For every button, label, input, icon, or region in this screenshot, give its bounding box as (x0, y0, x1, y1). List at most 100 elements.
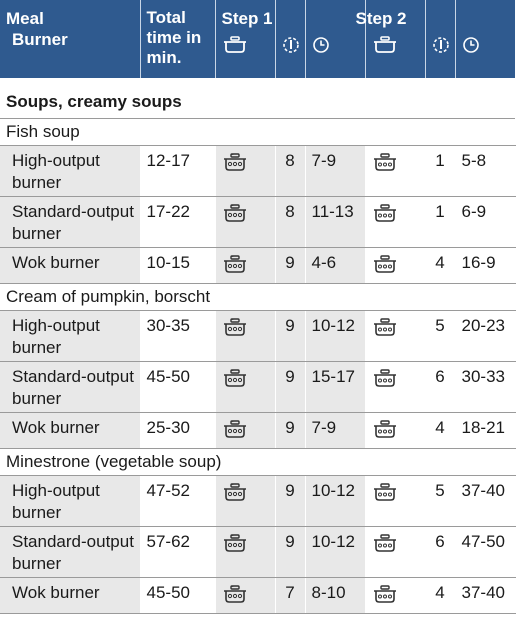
step1-pot-cell (215, 247, 276, 284)
pot-with-lid-icon (222, 585, 275, 611)
step1-time: 10-12 (305, 475, 366, 527)
pot-with-lid-icon (372, 318, 425, 344)
group-row: Minestrone (vegetable soup) (0, 448, 515, 476)
section-title: Soups, creamy soups (0, 78, 515, 119)
header-total-time-label: Total time in min. (146, 8, 202, 67)
step1-power-level: 7 (275, 577, 306, 614)
step2-pot-cell (365, 196, 426, 248)
group-row: Fish soup (0, 118, 515, 146)
header-step2-label: Step 2 (355, 9, 407, 28)
step1-time: 7-9 (305, 412, 366, 449)
step2-power-level: 1 (425, 196, 456, 248)
pot-with-lid-icon (372, 204, 425, 230)
table-row: Wok burner 10-15 9 4-6 4 16-9 (0, 247, 516, 284)
step2-pot-cell (365, 145, 426, 197)
table-row: High-output burner 47-52 9 10-12 5 37-40 (0, 475, 516, 527)
step1-time: 15-17 (305, 361, 366, 413)
step1-power-level: 9 (275, 412, 306, 449)
pot-with-lid-icon (222, 255, 275, 281)
pot-with-lid-icon (372, 255, 425, 281)
pot-icon (372, 36, 398, 54)
step2-power-level: 4 (425, 247, 456, 284)
table-row: High-output burner 30-35 9 10-12 5 20-23 (0, 310, 516, 362)
step2-time: 16-9 (455, 247, 516, 284)
pot-with-lid-icon (222, 369, 275, 395)
step2-pot-cell (365, 475, 426, 527)
table-header-row: Meal Burner Total time in min. Step 1 (0, 0, 515, 78)
total-time: 47-52 (140, 475, 216, 527)
pot-with-lid-icon (372, 585, 425, 611)
burner-name: High-output burner (0, 310, 141, 362)
step2-power-level: 6 (425, 361, 456, 413)
burner-name: Wok burner (0, 247, 141, 284)
table-row: Standard-output burner 17-22 8 11-13 1 6-9 (0, 196, 516, 248)
total-time: 57-62 (140, 526, 216, 578)
step1-power-level: 9 (275, 310, 306, 362)
header-step1-label: Step 1 (221, 9, 273, 28)
step1-pot-cell (215, 475, 276, 527)
step2-power-level: 5 (425, 475, 456, 527)
pot-with-lid-icon (372, 483, 425, 509)
step1-pot-cell (215, 310, 276, 362)
step1-power-level: 9 (275, 526, 306, 578)
step2-power-level: 1 (425, 145, 456, 197)
group-name: Fish soup (0, 118, 515, 146)
total-time: 12-17 (140, 145, 216, 197)
step1-pot-cell (215, 577, 276, 614)
step2-time: 37-40 (455, 475, 516, 527)
header-step1-time (305, 0, 366, 78)
pot-with-lid-icon (372, 420, 425, 446)
total-time: 30-35 (140, 310, 216, 362)
group-row: Cream of pumpkin, borscht (0, 283, 515, 311)
step1-time: 10-12 (305, 526, 366, 578)
step1-time: 11-13 (305, 196, 366, 248)
burner-name: Wok burner (0, 577, 141, 614)
step1-time: 7-9 (305, 145, 366, 197)
header-meal: Meal (6, 9, 44, 28)
total-time: 17-22 (140, 196, 216, 248)
pot-icon (222, 36, 248, 54)
burner-name: Standard-output burner (0, 361, 141, 413)
header-step1-pot: Step 1 (215, 0, 276, 78)
step2-time: 6-9 (455, 196, 516, 248)
section-row: Soups, creamy soups (0, 78, 515, 119)
header-step2-time (455, 0, 515, 78)
burner-name: Wok burner (0, 412, 141, 449)
total-time: 25-30 (140, 412, 216, 449)
step2-power-level: 5 (425, 310, 456, 362)
total-time: 45-50 (140, 361, 216, 413)
header-step2-pot: Step 2 (356, 0, 426, 78)
pot-with-lid-icon (372, 153, 425, 179)
step1-pot-cell (215, 412, 276, 449)
table-row: High-output burner 12-17 8 7-9 1 5-8 (0, 145, 516, 197)
table-row: Standard-output burner 45-50 9 15-17 6 30-33 (0, 361, 516, 413)
step2-pot-cell (365, 247, 426, 284)
step2-time: 47-50 (455, 526, 516, 578)
step1-power-level: 8 (275, 196, 306, 248)
pot-with-lid-icon (222, 483, 275, 509)
burner-name: Standard-output burner (0, 196, 141, 248)
step1-power-level: 9 (275, 361, 306, 413)
step2-power-level: 4 (425, 577, 456, 614)
step2-pot-cell (365, 361, 426, 413)
power-level-icon (282, 36, 300, 54)
step1-time: 8-10 (305, 577, 366, 614)
group-name: Minestrone (vegetable soup) (0, 448, 515, 476)
table-row: Standard-output burner 57-62 9 10-12 6 47-50 (0, 526, 516, 578)
step2-time: 37-40 (455, 577, 516, 614)
burner-name: Standard-output burner (0, 526, 141, 578)
clock-icon (462, 36, 480, 54)
table-row: Wok burner 45-50 7 8-10 4 37-40 (0, 577, 516, 614)
header-step2-level (425, 0, 456, 78)
power-level-icon (432, 36, 450, 54)
step2-power-level: 6 (425, 526, 456, 578)
step1-pot-cell (215, 196, 276, 248)
pot-with-lid-icon (372, 534, 425, 560)
step1-time: 10-12 (305, 310, 366, 362)
step2-pot-cell (365, 577, 426, 614)
step1-power-level: 9 (275, 475, 306, 527)
step2-power-level: 4 (425, 412, 456, 449)
header-burner: Burner (12, 30, 68, 49)
